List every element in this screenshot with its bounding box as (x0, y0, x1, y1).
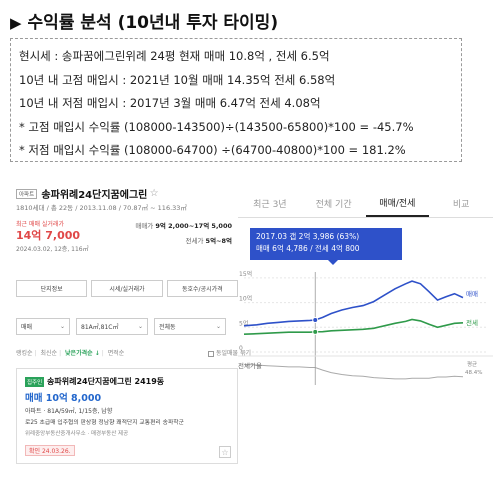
sort-row: 랭킹순 | 최신순 | 낮은가격순 ↓ | 면적순 동일매물 묶기 (16, 348, 251, 357)
listing-price: 매매 10억 8,000 (25, 393, 102, 404)
listing-panel: 아파트 송파위례24단지꿈에그린 ☆ 1810세대 / 총 22동 / 2013… (16, 180, 251, 465)
filter-row: 매매 ⌄ 81A㎡,81C㎡ ⌄ 전체동 ⌄ (16, 318, 238, 335)
recent-trade-date: 2024.03.02, 12층, 116㎡ (16, 246, 89, 253)
ratio-series-line (243, 363, 464, 380)
chevron-down-icon: ⌄ (137, 323, 143, 330)
apartment-name[interactable]: 송파위례24단지꿈에그린 (41, 190, 148, 201)
y-tick-label: 0 (239, 345, 243, 352)
tab-sale-jeonse[interactable]: 매매/전세 (365, 190, 430, 217)
unit-info-button[interactable]: 동호수/공시가격 (166, 280, 238, 297)
type-badge: 아파트 (16, 188, 38, 199)
chevron-down-icon: ⌄ (215, 323, 221, 330)
y-tick-label: 10억 (239, 295, 252, 303)
sort-area[interactable]: 면적순 (107, 350, 125, 357)
info-button-row: 단지정보 시세/실거래가 동호수/공시가격 (16, 280, 238, 297)
analysis-line: * 고점 매입시 수익률 (108000-143500)÷(143500-658… (19, 119, 414, 134)
tooltip-prices: 매매 6억 4,786 / 전세 4억 800 (256, 244, 360, 253)
sale-series-line (243, 280, 464, 327)
complex-info-button[interactable]: 단지정보 (16, 280, 88, 297)
listing-header: 아파트 송파위례24단지꿈에그린 ☆ (16, 186, 159, 201)
section-title: ▶ 수익률 분석 (10년내 투자 타이밍) (10, 8, 278, 33)
listing-agent: 위례중앙부동산중개사무소 · 매경부동산 제공 (25, 431, 129, 437)
jeonse-series-label: 전세 (466, 318, 478, 327)
group-same-checkbox[interactable]: 동일매물 묶기 (207, 348, 251, 357)
listing-confirm-date: 확인 24.03.26. (25, 445, 75, 456)
sort-latest[interactable]: 최신순 (40, 350, 58, 357)
analysis-line: 현시세 : 송파꿈에그린위례 24평 현재 매매 10.8억 , 전세 6.5억 (19, 49, 330, 63)
listing-info: 아파트 · 81A/59㎡, 1/15층, 남향 (25, 408, 113, 415)
ratio-average-label: 평균 (467, 361, 477, 368)
chart-tabs: 최근 3년 전체 기간 매매/전세 비교 (238, 190, 493, 218)
chevron-down-icon: ⌄ (59, 323, 65, 330)
analysis-line: * 저점 매입시 수익률 (108000-64700) ÷(64700-4080… (19, 143, 406, 157)
tooltip-gap: 2017.03 갭 2억 3,986 (63%) (256, 232, 360, 241)
analysis-box: 현시세 : 송파꿈에그린위례 24평 현재 매매 10.8억 , 전세 6.5억… (10, 38, 462, 162)
sale-range: 매매가 9억 2,000~17억 5,000 (135, 222, 232, 230)
tab-recent-3y[interactable]: 최근 3년 (253, 200, 287, 210)
checkbox-icon (207, 350, 214, 357)
sort-low-price[interactable]: 낮은가격순 ↓ (65, 350, 100, 357)
sort-ranking[interactable]: 랭킹순 (16, 350, 33, 357)
chart-tooltip: 2017.03 갭 2억 3,986 (63%) 매매 6억 4,786 / 전… (250, 228, 402, 265)
sale-series-label: 매매 (466, 290, 478, 298)
recent-trade-label: 최근 매매 실거래가 (16, 221, 64, 228)
favorite-star-icon[interactable]: ☆ (149, 188, 159, 199)
ratio-label: 전세가율 (238, 361, 262, 370)
jeonse-cursor-point (312, 328, 319, 335)
listing-card[interactable]: 집주인 송파위례24단지꿈에그린 2419동 매매 10억 8,000 아파트 … (16, 368, 238, 464)
section-title-text: 수익률 분석 (10년내 투자 타이밍) (27, 13, 279, 33)
recent-trade-price: 14억 7,000 (16, 229, 81, 242)
complex-summary: 1810세대 / 총 22동 / 2013.11.08 / 70.87㎡ ~ 1… (16, 204, 187, 212)
y-tick-label: 15억 (239, 270, 252, 278)
jeonse-range: 전세가 5억~8억 (185, 237, 232, 245)
ratio-average-value: 48.4% (465, 370, 482, 376)
listing-title: 송파위례24단지꿈에그린 2419동 (47, 377, 165, 386)
analysis-line: 10년 내 고점 매입시 : 2021년 10월 매매 14.35억 전세 6.… (19, 72, 336, 87)
tab-all-period[interactable]: 전체 기간 (315, 200, 352, 210)
y-tick-label: 5억 (239, 319, 248, 327)
listing-description: 로25 초급매 입주협의 판상형 정남향 쾌적단지 교통편리 송파학군 (25, 420, 184, 426)
analysis-line: 10년 내 저점 매입시 : 2017년 3월 매매 6.47억 전세 4.08… (19, 96, 321, 110)
tab-compare[interactable]: 비교 (452, 200, 470, 210)
building-select[interactable]: 전체동 ⌄ (154, 318, 226, 335)
jeonse-series-line (243, 318, 464, 335)
area-select[interactable]: 81A㎡,81C㎡ ⌄ (76, 318, 148, 335)
price-info-button[interactable]: 시세/실거래가 (91, 280, 163, 297)
triangle-icon: ▶ (10, 14, 22, 32)
sale-cursor-point (312, 316, 319, 323)
trade-type-select[interactable]: 매매 ⌄ (16, 318, 70, 335)
owner-tag: 집주인 (25, 377, 45, 387)
bookmark-star-icon[interactable]: ☆ (219, 446, 231, 458)
